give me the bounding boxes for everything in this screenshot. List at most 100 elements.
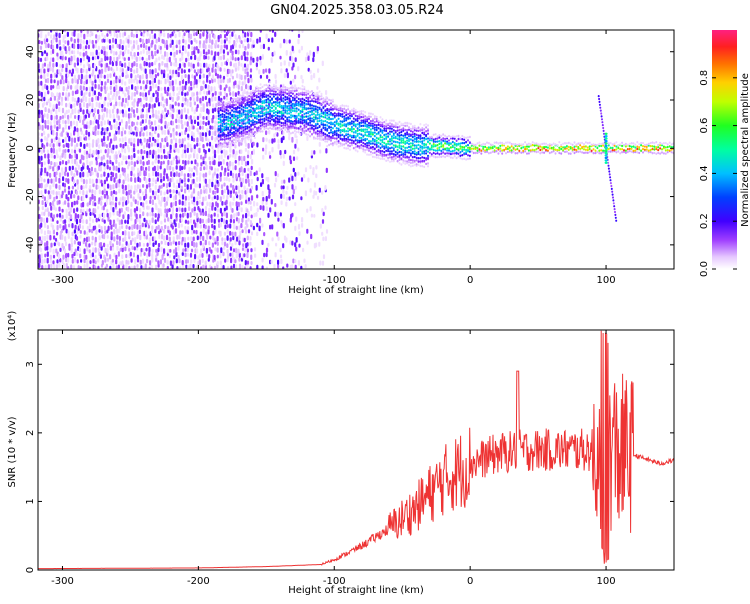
spectrogram-cell: [206, 78, 209, 83]
spectrogram-cell: [160, 225, 163, 231]
spectrogram-cell: [325, 229, 329, 234]
spectrogram-cell: [360, 133, 363, 136]
spectrogram-cell: [217, 149, 220, 154]
spectrogram-cell: [234, 34, 237, 40]
spectrogram-cell: [349, 110, 351, 113]
spectrogram-cell: [290, 86, 292, 89]
spectrogram-cell: [240, 132, 243, 135]
spectrogram-cell: [234, 231, 237, 237]
spectrogram-cell: [82, 96, 85, 102]
spectrogram-cell: [225, 199, 228, 205]
spectrogram-cell: [314, 110, 317, 113]
spectrogram-cell: [231, 113, 234, 117]
spectrogram-cell: [389, 127, 391, 130]
spectrogram-cell: [47, 133, 50, 138]
spectrogram-cell: [246, 263, 249, 269]
spectrogram-cell: [236, 205, 239, 211]
spectrogram-cell: [199, 136, 202, 142]
spectrogram-cell: [253, 247, 257, 252]
spectrogram-cell: [154, 229, 157, 234]
spectrogram-cell: [181, 230, 184, 235]
spectrogram-cell: [307, 67, 310, 72]
spectrogram-cell: [240, 134, 243, 138]
spectrogram-cell: [53, 204, 56, 211]
spectrogram-cell: [358, 128, 361, 132]
spectrogram-cell: [253, 130, 256, 134]
spectrogram-cell: [330, 135, 332, 139]
spectrogram-cell: [163, 235, 166, 241]
spectrogram-cell: [98, 144, 101, 149]
spectrogram-cell: [121, 225, 124, 229]
spectrogram-cell: [86, 142, 89, 147]
spectrogram-cell: [375, 150, 378, 153]
spectrogram-cell: [234, 42, 237, 48]
spectrogram-cell: [409, 165, 412, 168]
spectrogram-cell: [165, 39, 168, 45]
spectrogram-cell: [85, 39, 89, 45]
spectrogram-cell: [109, 113, 112, 119]
spectrogram-cell: [183, 45, 186, 51]
spectrogram-cell: [133, 161, 136, 167]
spectrogram-cell: [220, 184, 224, 189]
spectrogram-cell: [165, 201, 168, 206]
spectrogram-cell: [170, 171, 173, 177]
spectrogram-cell: [115, 120, 118, 127]
spectrogram-cell: [113, 118, 116, 123]
spectrogram-cell: [53, 263, 56, 269]
spectrogram-cell: [400, 137, 403, 140]
spectrogram-cell: [214, 190, 217, 195]
spectrogram-cell: [219, 124, 222, 127]
spectrogram-cell: [240, 130, 243, 133]
spectrogram-cell: [40, 217, 43, 223]
spectrogram-cell: [261, 105, 264, 108]
spectrogram-cell: [276, 132, 279, 137]
spectrogram-cell: [243, 38, 246, 43]
spectrogram-cell: [195, 166, 198, 172]
spectrogram-cell: [381, 155, 384, 158]
spectrogram-cell: [263, 91, 266, 94]
spectrogram-cell: [261, 94, 264, 97]
spectrogram-cell: [400, 153, 403, 156]
spectrogram-cell: [377, 123, 380, 126]
spectrogram-cell: [265, 89, 268, 92]
spectrogram-cell: [182, 149, 185, 154]
spectrogram-cell: [47, 119, 50, 125]
spectrogram-cell: [171, 104, 174, 109]
spectrogram-cell: [312, 51, 315, 58]
spectrogram-cell: [150, 121, 153, 126]
spectrogram-cell: [229, 153, 232, 158]
spectrogram-cell: [108, 120, 111, 126]
spectrogram-cell: [71, 165, 74, 171]
spectrogram-cell: [137, 74, 140, 79]
spectrogram-cell: [205, 164, 208, 171]
spectrogram-cell: [65, 77, 68, 84]
spectrogram-cell: [55, 264, 59, 269]
spectrogram-cell: [288, 132, 291, 137]
spectrogram-cell: [248, 94, 251, 98]
spectrogram-cell: [358, 113, 361, 116]
spectrogram-cell: [76, 179, 79, 185]
spectrogram-cell: [263, 95, 266, 98]
spectrogram-cell: [175, 241, 178, 246]
spectrogram-cell: [187, 220, 190, 225]
spectrogram-cell: [104, 81, 107, 86]
spectrogram-cell: [219, 176, 222, 182]
spectrogram-cell: [236, 128, 239, 131]
spectrogram-cell: [356, 132, 359, 136]
spectrogram-cell: [156, 165, 159, 171]
spectrogram-cell: [267, 107, 270, 110]
spectrogram-cell: [187, 44, 190, 49]
spectrogram-cell: [130, 155, 133, 160]
spectrogram-cell: [59, 155, 62, 161]
spectrogram-cell: [160, 246, 163, 253]
spectrogram-cell: [183, 165, 186, 170]
spectrogram-cell: [303, 121, 306, 124]
spectrogram-cell: [199, 120, 202, 126]
spectrogram-cell: [181, 74, 184, 81]
spectrogram-cell: [128, 107, 131, 112]
spectrogram-cell: [267, 86, 270, 89]
spectrogram-cell: [307, 133, 310, 136]
spectrogram-cell: [103, 46, 106, 52]
spectrogram-cell: [278, 93, 281, 97]
spectrogram-cell: [345, 139, 348, 142]
